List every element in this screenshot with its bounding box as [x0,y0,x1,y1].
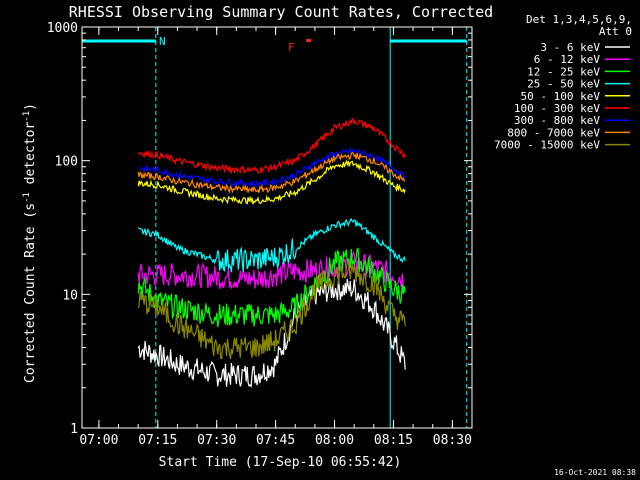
legend-header-detectors: Det 1,3,4,5,6,9, [526,13,632,26]
y-axis-label-sup1: -1 [22,192,32,203]
series-layer [137,117,406,388]
night-label: N [159,35,166,48]
x-tick-label-1: 07:15 [138,433,177,448]
y-tick-label-0: 1 [70,422,78,437]
legend-label-1: 6 - 12 keV [534,53,601,66]
legend-label-6: 300 - 800 keV [514,114,600,127]
series-line-1 [137,250,406,291]
y-axis-label-sup2: -1 [22,111,32,122]
y-axis-label-mid: detector [23,122,38,193]
plot-border [81,26,473,429]
legend-header-attenuator: Att 0 [599,25,632,38]
legend-label-7: 800 - 7000 keV [507,126,600,139]
x-tick-label-0: 07:00 [79,433,118,448]
series-line-0 [137,277,406,388]
series-line-3 [137,217,406,273]
x-tick-label-5: 08:15 [374,433,413,448]
series-line-4 [137,159,406,205]
legend-label-8: 7000 - 15000 keV [494,139,600,152]
y-axis-label-main: Corrected Count Rate (s [23,203,38,383]
x-axis-label: Start Time (17-Sep-10 06:55:42) [159,455,402,470]
timestamp: 16-Oct-2021 08:38 [554,468,636,477]
y-tick-label-1: 10 [62,288,78,303]
plot-frame [81,26,473,429]
series-line-7 [137,151,406,194]
y-tick-label-3: 1000 [47,21,78,36]
legend-label-2: 12 - 25 keV [527,65,600,78]
legend-label-5: 100 - 300 keV [514,102,600,115]
x-tick-label-2: 07:30 [197,433,236,448]
series-line-5 [137,117,406,175]
y-axis-ticks: 1 10 100 1000 [47,21,472,437]
series-line-8 [137,259,406,360]
y-tick-label-2: 100 [55,155,78,170]
flare-label: F [288,41,295,54]
x-tick-label-6: 08:30 [433,433,472,448]
legend-label-4: 50 - 100 keV [521,90,601,103]
night-bars [82,27,468,428]
y-axis-label-end: ) [23,103,38,111]
legend-label-0: 3 - 6 keV [540,41,600,54]
y-axis-label: Corrected Count Rate (s-1 detector-1) [22,103,38,383]
series-line-2 [137,247,406,328]
x-tick-label-3: 07:45 [256,433,295,448]
flare-marker [306,38,312,42]
legend-label-3: 25 - 50 keV [527,78,600,91]
x-axis-ticks: 07:00 07:15 07:30 07:45 08:00 08:15 08:30 [79,27,473,448]
chart-title: RHESSI Observing Summary Count Rates, Co… [69,3,493,21]
x-tick-label-4: 08:00 [315,433,354,448]
